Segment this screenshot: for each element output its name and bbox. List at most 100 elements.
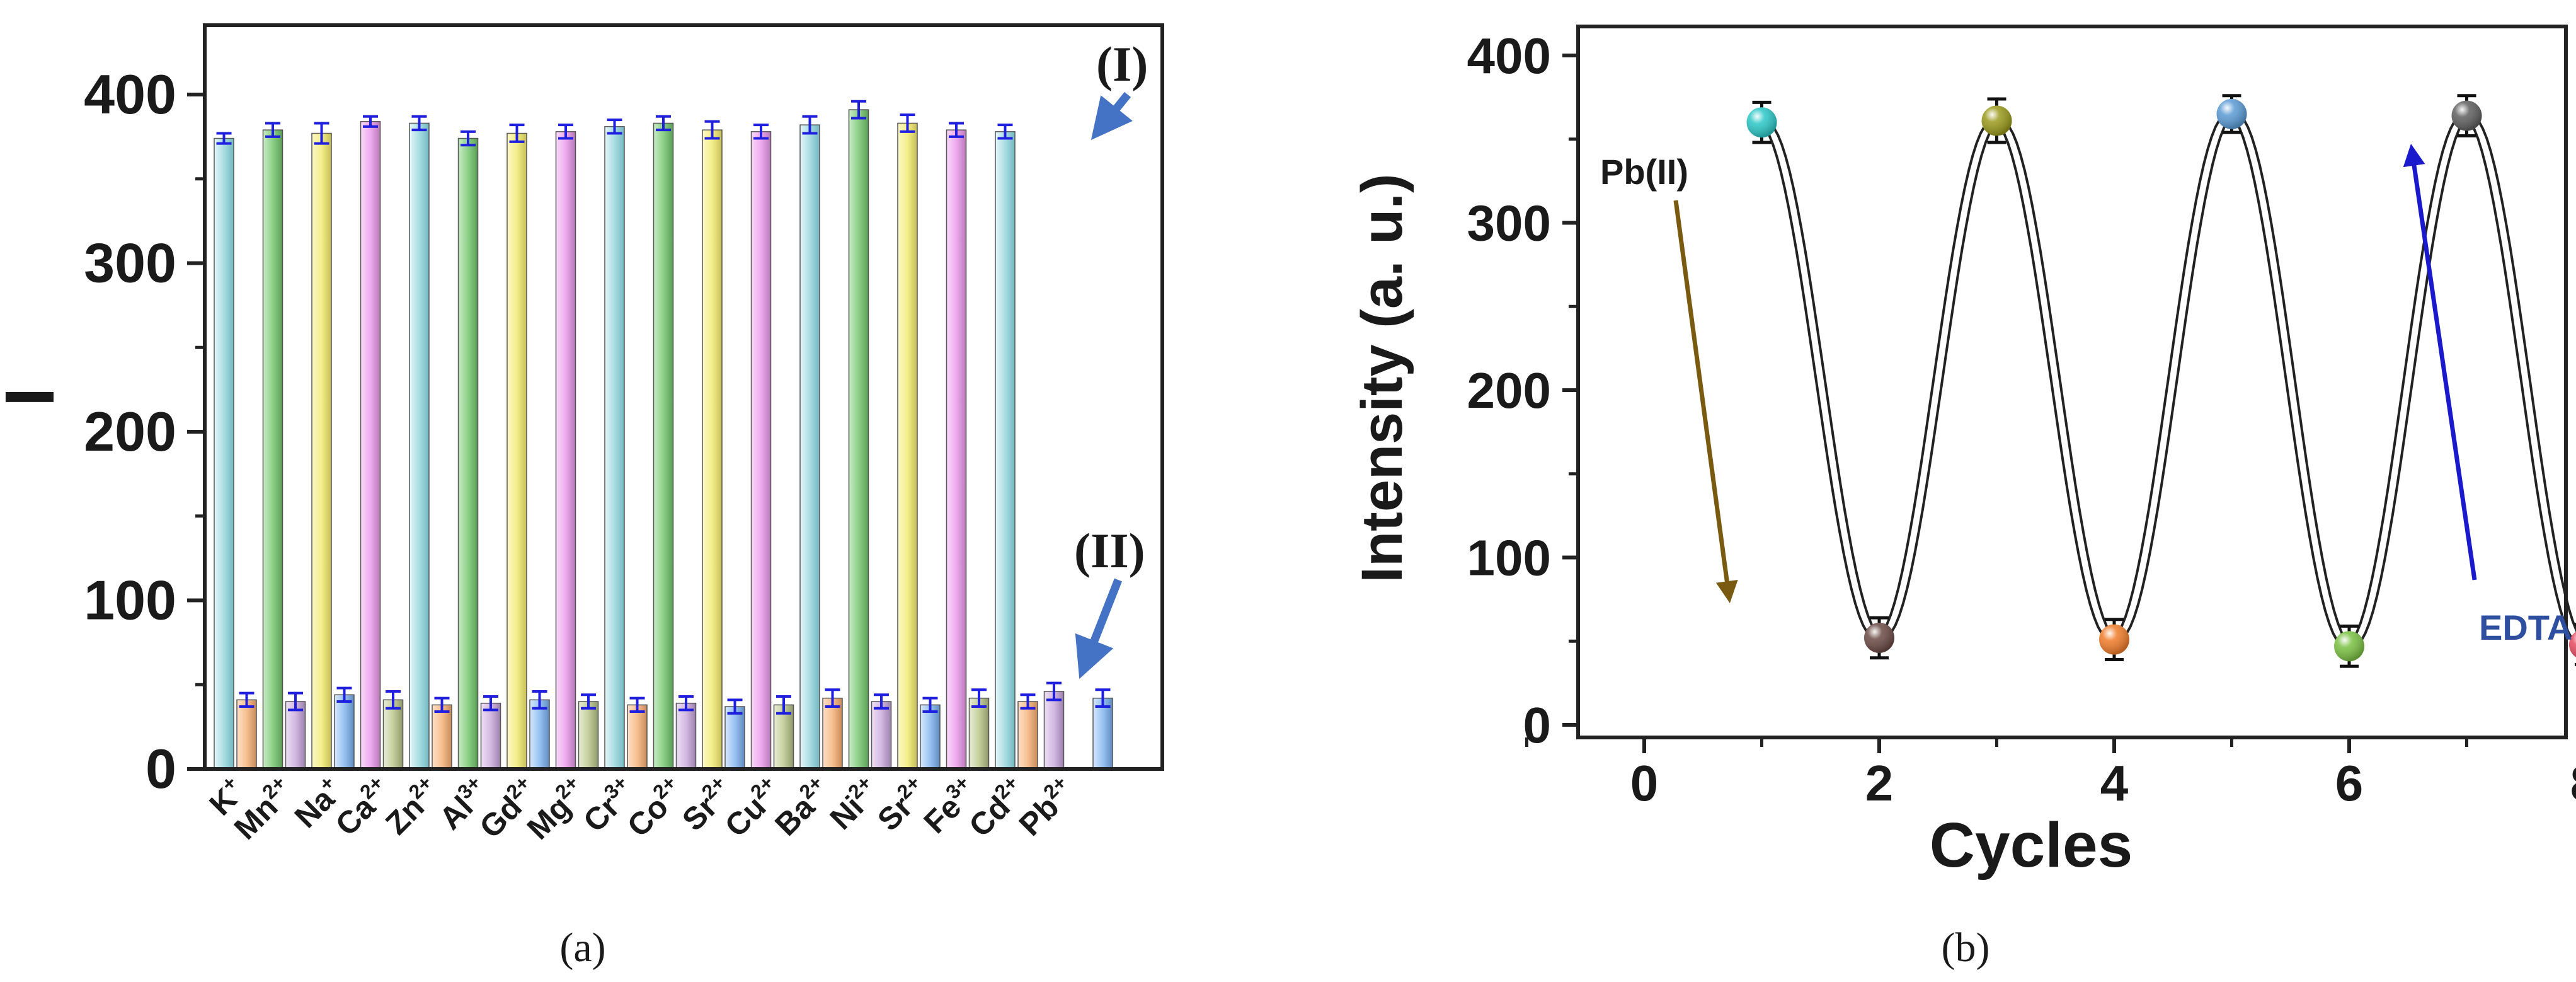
a-ytick-label-100: 100 [84, 569, 176, 632]
bar-i-error-16 [997, 124, 1013, 140]
b-xtick-label-6: 6 [2335, 755, 2364, 811]
cycle-point-6 [2334, 631, 2364, 662]
bar-ii-13 [871, 701, 892, 770]
bar-ii-error-7 [581, 693, 596, 710]
bar-ii-12 [822, 697, 843, 770]
bar-ii-error-2 [336, 686, 352, 703]
bar-ii-error-18 [1095, 688, 1111, 708]
bar-ii-16 [1017, 701, 1038, 770]
panel-a-ylabel: I [0, 388, 69, 407]
bar-ii-15 [968, 697, 990, 770]
b-xtick-label-8: 8 [2570, 755, 2576, 811]
bar-ii-error-5 [483, 695, 498, 712]
b-ytick-label-400: 400 [1467, 28, 1551, 84]
bar-ii-error-4 [434, 696, 450, 713]
bar-i-15 [946, 129, 967, 770]
bar-i-error-6 [509, 124, 525, 143]
annotation-ii: (II) [1074, 523, 1145, 578]
a-xtick-label-14: Sr2+ [869, 771, 936, 838]
bar-i-error-14 [900, 113, 915, 133]
bar-i-error-13 [851, 100, 866, 120]
bar-i-error-4 [411, 115, 427, 132]
panel-a: 0 100 200 300 400 K+Mn2+Na+Ca2+Zn2+Al3+Gd2+M… [0, 23, 1164, 971]
cycle-point-4 [2099, 624, 2129, 655]
panel-b-points [1746, 98, 2576, 662]
a-ytick-label-300: 300 [84, 232, 176, 294]
bar-i-error-11 [753, 124, 769, 140]
panel-a-y-ticks: 0 100 200 300 400 [84, 63, 205, 800]
panel-a-bars [214, 109, 1113, 770]
caption-b: (b) [1942, 925, 1990, 971]
cycle-point-8 [2569, 632, 2576, 657]
bar-i-11 [750, 131, 772, 770]
panel-b-frame [1576, 25, 2568, 739]
bar-ii-error-6 [532, 690, 547, 710]
annotation-i: (I) [1096, 37, 1148, 91]
bar-i-error-2 [314, 122, 329, 145]
arrow-pb-down [1673, 200, 1738, 603]
bar-i-error-15 [949, 122, 964, 138]
b-ytick-label-300: 300 [1467, 195, 1551, 251]
bar-ii-10 [724, 706, 745, 770]
bar-i-3 [360, 121, 381, 770]
bar-ii-error-15 [971, 688, 987, 708]
bar-i-7 [555, 131, 576, 770]
arrow-edta-up [2403, 144, 2477, 581]
b-xtick-label-4: 4 [2100, 755, 2129, 811]
bar-ii-1 [285, 701, 306, 770]
bar-ii-18 [1092, 697, 1113, 770]
bar-ii-error-13 [874, 693, 889, 710]
bar-i-error-0 [216, 132, 232, 145]
bar-i-error-1 [265, 122, 280, 138]
panel-b-x-ticks: 0246810 [1525, 737, 2576, 811]
annotation-pb: Pb(II) [1600, 152, 1688, 192]
bar-i-14 [897, 122, 918, 770]
bar-ii-error-10 [727, 698, 743, 715]
panel-a-x-labels: K+Mn2+Na+Ca2+Zn2+Al3+Gd2+Mg2+Cr3+Co2+Sr2… [202, 771, 1071, 846]
bar-ii-8 [627, 704, 648, 770]
bar-ii-14 [920, 704, 941, 770]
bar-ii-error-12 [825, 688, 840, 708]
bar-ii-error-11 [776, 695, 791, 715]
bar-i-error-8 [607, 118, 622, 135]
bar-ii-5 [480, 702, 501, 770]
annotation-edta: EDTA [2479, 608, 2572, 647]
bar-i-error-3 [363, 115, 378, 128]
bar-i-10 [702, 129, 723, 770]
cycle-curve-outer [1756, 112, 2576, 648]
bar-ii-17 [1043, 691, 1065, 770]
a-ytick-label-0: 0 [146, 737, 176, 800]
cycle-point-2 [1864, 622, 1894, 653]
bar-i-5 [457, 137, 479, 770]
bar-ii-4 [432, 704, 452, 770]
bar-i-error-9 [656, 115, 671, 132]
bar-ii-error-3 [386, 690, 401, 710]
cycle-point-7 [2451, 100, 2482, 131]
bar-i-9 [653, 122, 674, 770]
caption-a: (a) [559, 925, 605, 971]
bar-ii-error-16 [1020, 693, 1036, 710]
b-ytick-label-200: 200 [1467, 362, 1551, 419]
a-ytick-label-200: 200 [84, 400, 176, 463]
bar-ii-error-9 [678, 695, 694, 712]
b-xtick-label-2: 2 [1865, 755, 1894, 811]
arrow-i [1091, 91, 1133, 141]
bar-ii-error-1 [288, 691, 303, 712]
bar-ii-0 [236, 699, 257, 770]
panel-b-xlabel: Cycles [1930, 810, 2132, 881]
a-xtick-label-15: Fe3+ [915, 771, 984, 840]
bar-i-12 [799, 124, 820, 770]
bar-ii-error-14 [922, 696, 938, 713]
cycle-point-1 [1746, 107, 1777, 138]
bar-ii-11 [773, 704, 794, 770]
b-xtick-label-0: 0 [1630, 755, 1659, 811]
cycle-point-5 [2216, 98, 2247, 129]
a-xtick-label-13: Ni2+ [821, 771, 887, 836]
bar-ii-3 [382, 699, 404, 770]
bar-i-2 [311, 132, 332, 770]
bar-i-13 [848, 109, 869, 770]
bar-i-error-10 [704, 120, 720, 140]
